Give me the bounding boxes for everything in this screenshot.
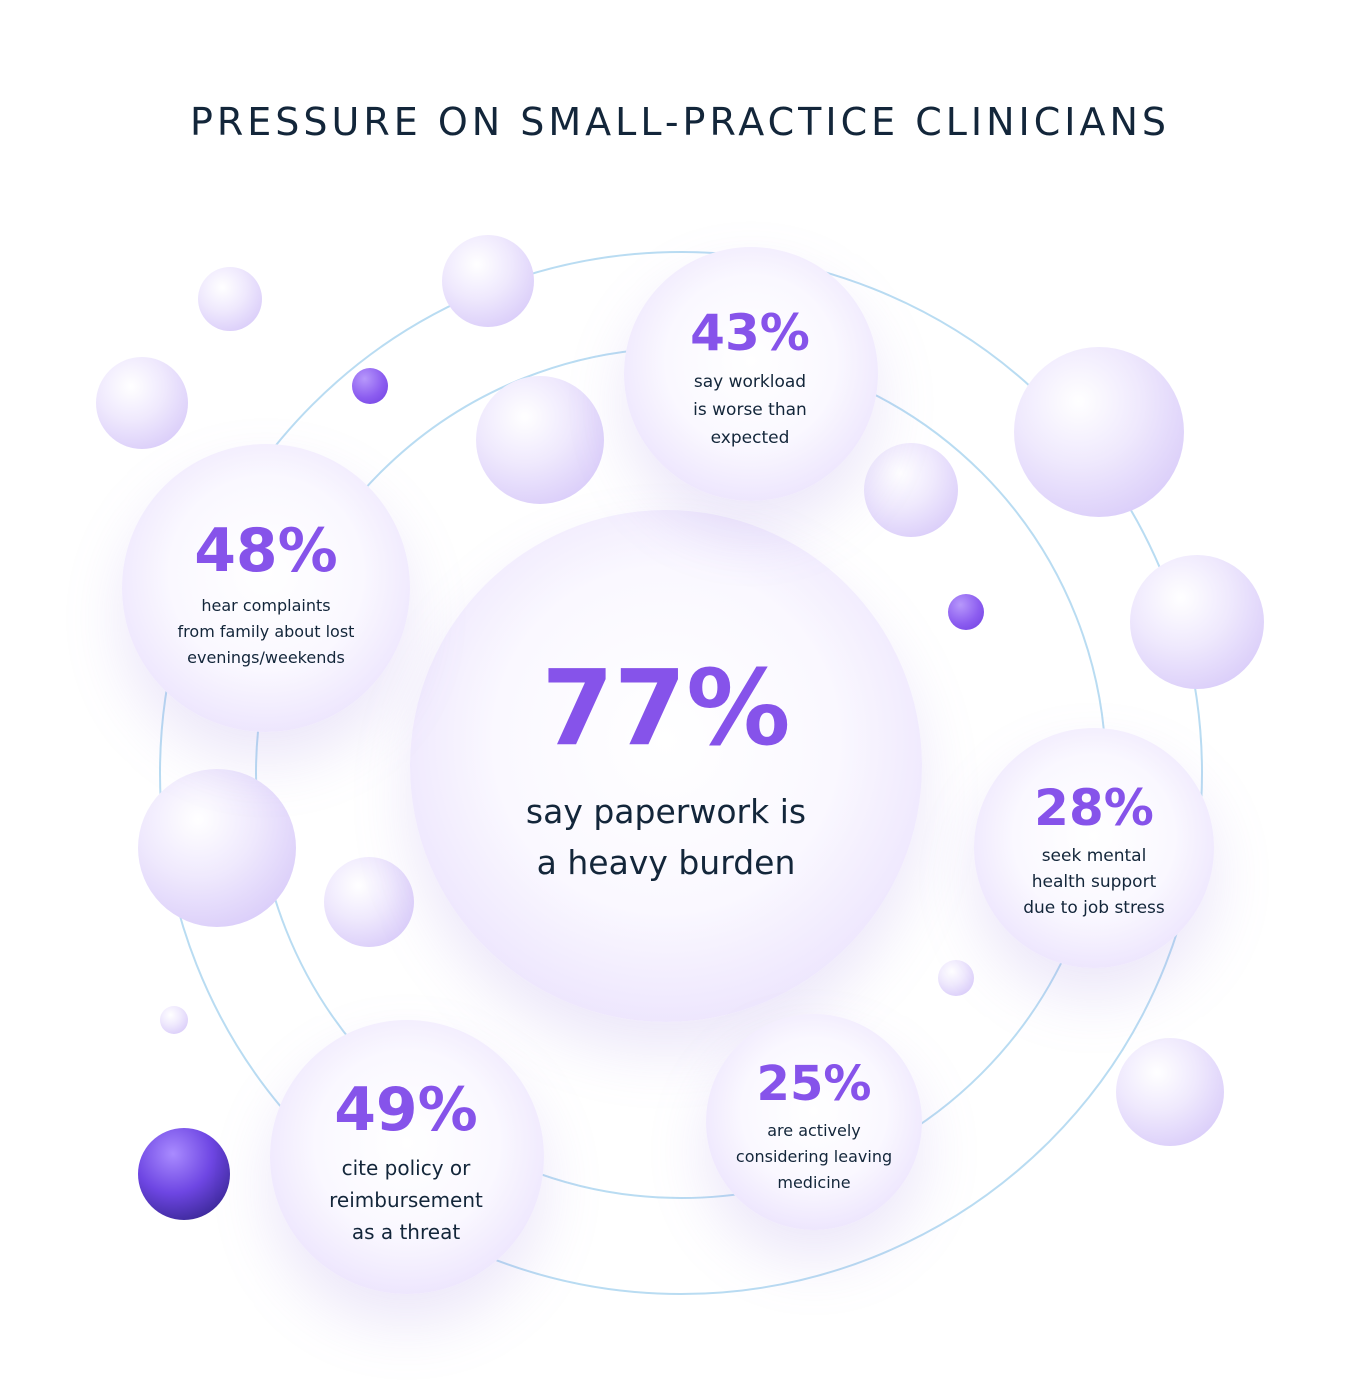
decor-bubble	[1116, 1038, 1224, 1146]
family-stat: 48% hear complaints from family about lo…	[136, 521, 396, 671]
mental-bubble	[974, 728, 1214, 968]
mental-label: seek mental health support due to job st…	[1023, 846, 1165, 918]
policy-label: cite policy or reimbursement as a threat	[329, 1156, 483, 1244]
family-label: hear complaints from family about lost e…	[177, 596, 355, 667]
decor-dot	[948, 594, 984, 630]
leaving-percent: 25%	[756, 1056, 872, 1112]
workload-label: say workload is worse than expected	[693, 372, 807, 448]
center-label: say paperwork is a heavy burden	[525, 792, 807, 882]
center-stat: 77% say paperwork is a heavy burden	[456, 656, 876, 888]
center-percent: 77%	[541, 647, 791, 769]
mental-stat: 28% seek mental health support due to jo…	[984, 783, 1204, 921]
family-bubble	[122, 444, 410, 732]
decor-bubble	[938, 960, 974, 996]
mental-percent: 28%	[1034, 779, 1154, 837]
decor-bubble	[864, 443, 958, 537]
decor-bubble	[198, 267, 262, 331]
leaving-label: are actively considering leaving medicin…	[735, 1121, 893, 1192]
workload-percent: 43%	[690, 304, 810, 362]
outer-orbit	[159, 251, 1203, 1295]
decor-bubble	[138, 769, 296, 927]
decor-bubble	[1014, 347, 1184, 517]
decor-bubble	[324, 857, 414, 947]
leaving-stat: 25% are actively considering leaving med…	[714, 1060, 914, 1196]
policy-bubble	[270, 1020, 544, 1294]
workload-stat: 43% say workload is worse than expected	[635, 308, 865, 452]
workload-bubble	[624, 247, 878, 501]
decor-bubble	[442, 235, 534, 327]
policy-percent: 49%	[334, 1075, 478, 1145]
family-percent: 48%	[194, 516, 338, 586]
decor-dot	[352, 368, 388, 404]
decor-bubble	[1130, 555, 1264, 689]
decor-bubble	[476, 376, 604, 504]
policy-stat: 49% cite policy or reimbursement as a th…	[286, 1080, 526, 1248]
decor-dark-sphere	[138, 1128, 230, 1220]
leaving-bubble	[706, 1014, 922, 1230]
center-bubble	[410, 510, 922, 1022]
decor-bubble	[160, 1006, 188, 1034]
page-title: PRESSURE ON SMALL-PRACTICE CLINICIANS	[189, 100, 1171, 144]
decor-bubble	[96, 357, 188, 449]
